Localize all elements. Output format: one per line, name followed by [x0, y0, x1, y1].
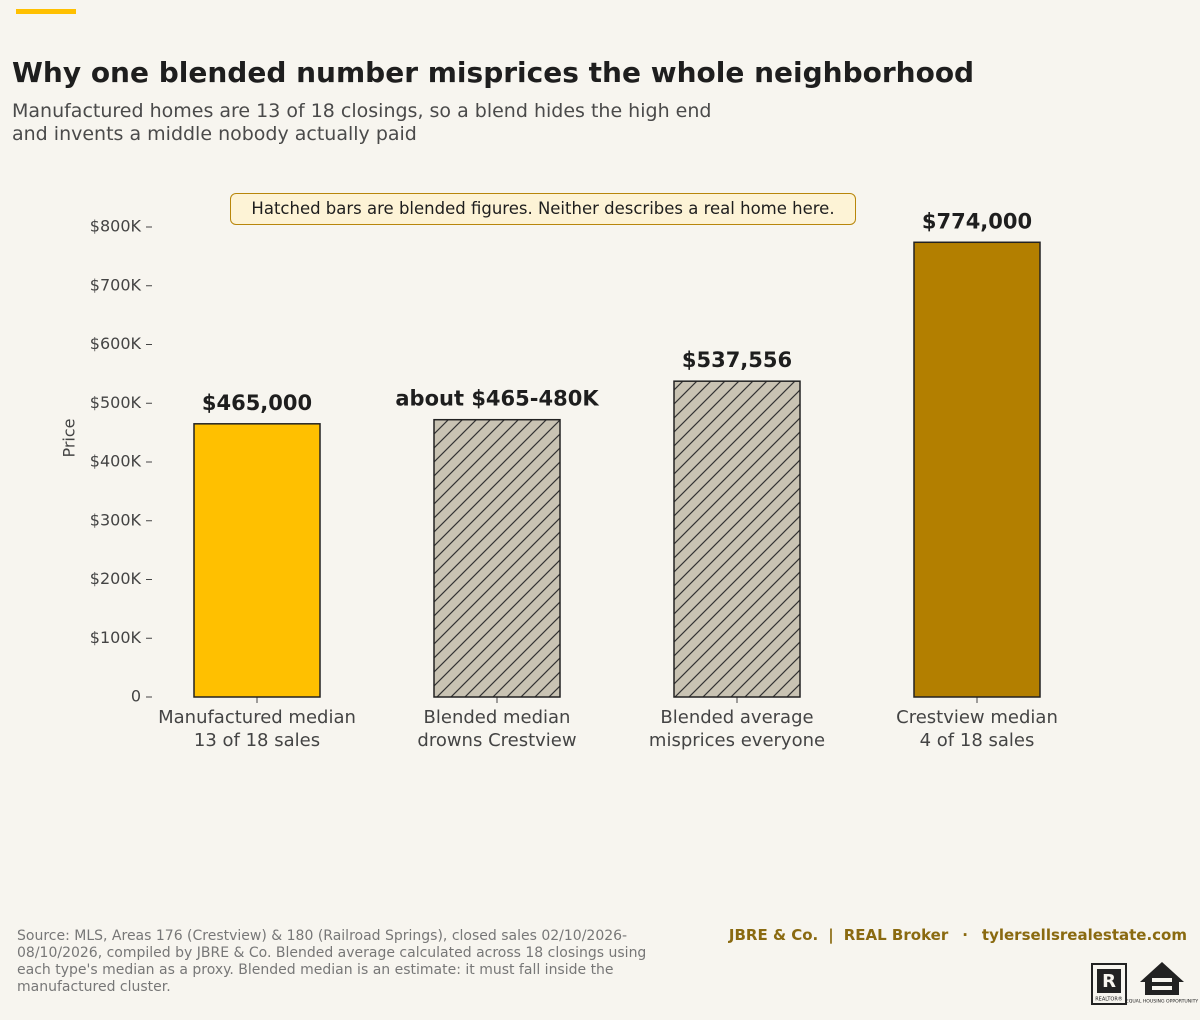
x-tick-label: Blended median drowns Crestview [417, 707, 577, 751]
y-tick-label: $400K [90, 452, 142, 471]
bar [193, 423, 321, 698]
y-tick-label: $500K [90, 393, 142, 412]
x-tick-label: Blended average misprices everyone [648, 707, 826, 751]
accent-bar [16, 9, 76, 14]
y-tick-label: 0 [131, 687, 141, 706]
brand: JBRE & Co. [728, 926, 819, 944]
chart-title: Why one blended number misprices the who… [12, 56, 975, 89]
realtor-text: REALTOR® [1095, 996, 1123, 1003]
separator: | [828, 926, 834, 944]
y-tick-label: $800K [90, 217, 142, 236]
value-label: about $465-480K [395, 387, 599, 411]
separator: · [962, 926, 968, 944]
y-tick-label: $100K [90, 628, 142, 647]
bar [433, 418, 561, 698]
svg-text:R: R [1102, 971, 1116, 992]
chart-subtitle: Manufactured homes are 13 of 18 closings… [12, 100, 712, 145]
footer: JBRE & Co. | REAL Broker · tylersellsrealest… [719, 926, 1187, 944]
realtor-logo: R REALTOR® [1091, 963, 1127, 1005]
y-axis-label: Price [60, 418, 79, 457]
annotation: Hatched bars are blended figures. Neithe… [230, 193, 856, 225]
y-tick-label: $700K [90, 275, 142, 294]
y-tick-label: $300K [90, 510, 142, 529]
value-label: $774,000 [922, 209, 1032, 233]
value-label: $465,000 [202, 391, 312, 415]
value-label: $537,556 [682, 348, 792, 372]
x-tick-label: Manufactured median 13 of 18 sales [158, 707, 356, 751]
x-tick-label: Crestview median 4 of 18 sales [896, 707, 1058, 751]
equal-housing-text: EQUAL HOUSING OPPORTUNITY [1126, 999, 1199, 1005]
bar [913, 241, 1041, 698]
y-tick-label: $600K [90, 334, 142, 353]
y-tick-label: $200K [90, 569, 142, 588]
source-note: Source: MLS, Areas 176 (Crestview) & 180… [17, 928, 647, 995]
equal-housing-logo: EQUAL HOUSING OPPORTUNITY [1126, 962, 1199, 1005]
broker: REAL Broker [843, 926, 949, 944]
bar [673, 380, 801, 698]
website: tylersellsrealestate.com [981, 926, 1187, 944]
